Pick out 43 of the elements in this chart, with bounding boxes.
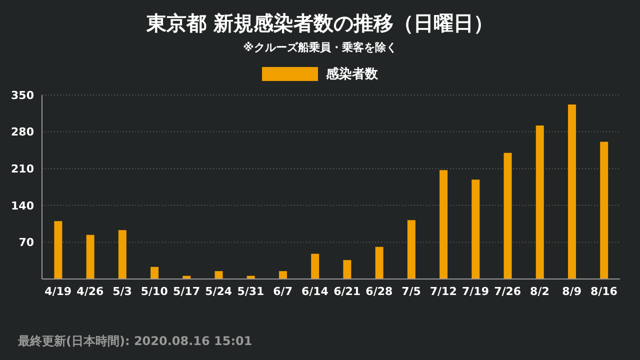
chart-title: 東京都 新規感染者数の推移（日曜日）	[145, 10, 494, 37]
bar	[504, 152, 512, 279]
x-tick-label: 5/17	[173, 284, 200, 298]
bar	[407, 220, 416, 279]
bar	[278, 271, 287, 279]
x-tick-label: 6/28	[366, 284, 393, 298]
y-tick-label: 280	[11, 126, 34, 139]
text: 最終更新(日本時間): 2020.08.16 15:01	[18, 333, 252, 350]
bar	[118, 230, 126, 279]
y-tick-label: 140	[11, 199, 34, 212]
x-tick-label: 7/26	[494, 284, 522, 298]
bar	[472, 180, 480, 279]
y-tick-label: 210	[11, 162, 34, 176]
chart-subtitle: ※クルーズ船乗員・乗客を除く	[242, 40, 398, 55]
bar	[440, 170, 448, 279]
x-tick-label: 5/3	[112, 284, 132, 298]
y-tick-label: 70	[18, 236, 34, 250]
x-tick-label: 7/5	[402, 284, 421, 298]
x-tick-label: 7/19	[462, 284, 489, 298]
bar	[214, 271, 223, 279]
x-tick-label: 8/2	[530, 284, 550, 298]
x-tick-label: 5/24	[205, 284, 232, 298]
bar	[375, 246, 384, 279]
bar	[343, 260, 352, 279]
x-tick-label: 6/14	[301, 284, 329, 298]
bar	[54, 221, 62, 279]
bar	[86, 234, 94, 279]
x-tick-label: 8/16	[590, 284, 618, 298]
x-tick-label: 5/31	[237, 284, 264, 298]
x-tick-label: 6/7	[273, 284, 292, 298]
bar	[150, 266, 159, 279]
x-tick-label: 7/12	[430, 284, 457, 298]
bar	[536, 125, 544, 279]
bar	[311, 254, 320, 279]
legend-label: 感染者数	[326, 66, 378, 83]
x-tick-label: 6/21	[334, 284, 361, 298]
x-tick-label: 8/9	[562, 284, 582, 298]
bar	[568, 104, 576, 279]
y-tick-label: 350	[11, 88, 34, 102]
x-tick-label: 4/19	[44, 284, 72, 298]
x-tick-label: 5/10	[140, 284, 168, 298]
bar	[600, 142, 608, 279]
x-tick-label: 4/26	[76, 284, 104, 298]
